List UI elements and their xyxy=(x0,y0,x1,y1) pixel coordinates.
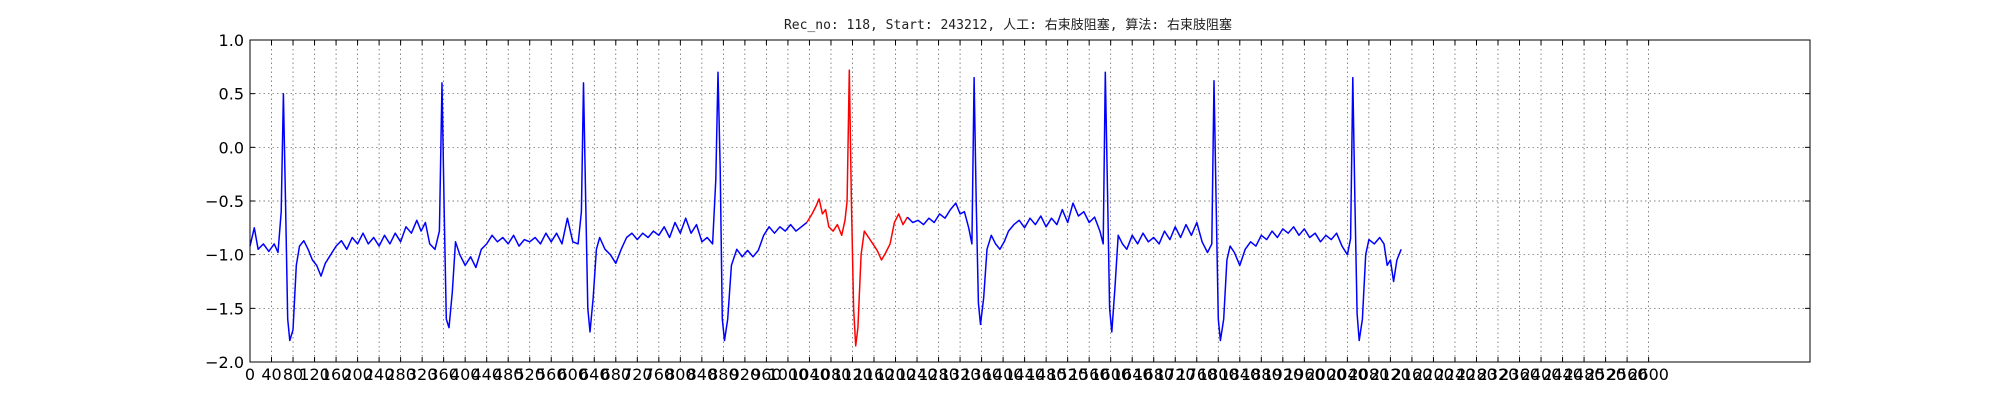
x-tick-label: 2440 xyxy=(1542,365,1583,384)
x-tick-label: 1360 xyxy=(961,365,1002,384)
x-tick-label: 1240 xyxy=(897,365,938,384)
x-tick-label: 360 xyxy=(428,365,459,384)
ecg-trace-segment-1 xyxy=(249,71,808,342)
x-tick-label: 2040 xyxy=(1327,365,1368,384)
x-tick-label: 120 xyxy=(299,365,330,384)
x-tick-label: 1680 xyxy=(1133,365,1174,384)
x-tick-label: 1440 xyxy=(1004,365,1045,384)
chart-title: Rec_no: 118, Start: 243212, 人工: 右束肢阻塞, 算… xyxy=(784,17,1232,33)
x-tick-label: 2520 xyxy=(1585,365,1626,384)
x-tick-label: 2560 xyxy=(1607,365,1648,384)
x-tick-label: 960 xyxy=(751,365,782,384)
x-tick-label: 800 xyxy=(665,365,696,384)
x-tick-label: 1840 xyxy=(1219,365,1260,384)
x-tick-label: 1720 xyxy=(1155,365,1196,384)
ecg-trace-segment-3 xyxy=(906,71,1402,342)
x-tick-label: 440 xyxy=(471,365,502,384)
x-tick-label: 600 xyxy=(557,365,588,384)
y-axis: 1.0 0.5 0.0 −0.5 −1.0 −1.5 −2.0 xyxy=(205,31,1810,372)
x-tick-label: 840 xyxy=(687,365,718,384)
x-tick-label: 2200 xyxy=(1413,365,1454,384)
x-tick-label: 2320 xyxy=(1478,365,1519,384)
y-tick-label: 0.0 xyxy=(219,138,244,157)
x-tick-label: 1480 xyxy=(1026,365,1067,384)
x-tick-label: 2360 xyxy=(1499,365,1540,384)
x-tick-label: 1000 xyxy=(768,365,809,384)
x-tick-label: 40 xyxy=(261,365,281,384)
x-tick-label: 320 xyxy=(407,365,438,384)
x-tick-label: 2400 xyxy=(1521,365,1562,384)
y-tick-label: −0.5 xyxy=(205,192,244,211)
x-tick-label: 0 xyxy=(245,365,255,384)
x-tick-label: 520 xyxy=(514,365,545,384)
x-tick-label: 2000 xyxy=(1306,365,1347,384)
x-tick-label: 80 xyxy=(283,365,303,384)
x-tick-label: 1040 xyxy=(789,365,830,384)
x-tick-label: 1760 xyxy=(1176,365,1217,384)
series-layer xyxy=(249,69,1402,347)
x-tick-label: 1280 xyxy=(918,365,959,384)
x-tick-label: 2160 xyxy=(1392,365,1433,384)
x-tick-label: 240 xyxy=(364,365,395,384)
x-tick-label: 1120 xyxy=(832,365,873,384)
x-tick-label: 200 xyxy=(342,365,373,384)
x-tick-label: 1560 xyxy=(1069,365,1110,384)
x-tick-label: 1920 xyxy=(1262,365,1303,384)
x-tick-label: 640 xyxy=(579,365,610,384)
y-tick-label: 0.5 xyxy=(219,85,244,104)
y-tick-label: −2.0 xyxy=(205,353,244,372)
x-tick-label: 2600 xyxy=(1628,365,1669,384)
x-tick-label: 2120 xyxy=(1370,365,1411,384)
x-tick-label: 480 xyxy=(493,365,524,384)
x-tick-label: 2240 xyxy=(1435,365,1476,384)
y-tick-label: −1.5 xyxy=(205,299,244,318)
x-tick-label: 400 xyxy=(450,365,481,384)
x-tick-label: 760 xyxy=(644,365,675,384)
x-tick-label: 160 xyxy=(321,365,352,384)
y-tick-label: 1.0 xyxy=(219,31,244,50)
x-tick-label: 1960 xyxy=(1284,365,1325,384)
x-tick-label: 680 xyxy=(601,365,632,384)
x-tick-label: 1200 xyxy=(875,365,916,384)
x-tick-label: 1320 xyxy=(940,365,981,384)
x-tick-label: 2480 xyxy=(1564,365,1605,384)
x-tick-label: 1600 xyxy=(1090,365,1131,384)
x-axis: 0 40 8012016020024028032036040044048052056… xyxy=(245,40,1669,384)
x-tick-label: 880 xyxy=(708,365,739,384)
x-tick-label: 1520 xyxy=(1047,365,1088,384)
x-tick-label: 1880 xyxy=(1241,365,1282,384)
x-tick-label: 560 xyxy=(536,365,567,384)
y-tick-label: −1.0 xyxy=(205,246,244,265)
x-tick-label: 920 xyxy=(730,365,761,384)
ecg-trace-segment-2 xyxy=(806,69,909,347)
x-tick-label: 2280 xyxy=(1456,365,1497,384)
x-tick-label: 1160 xyxy=(854,365,895,384)
grid-lines xyxy=(249,39,1810,363)
x-tick-label: 1800 xyxy=(1198,365,1239,384)
x-tick-label: 2080 xyxy=(1349,365,1390,384)
x-tick-label: 720 xyxy=(622,365,653,384)
x-tick-label: 1400 xyxy=(983,365,1024,384)
x-tick-label: 280 xyxy=(385,365,416,384)
x-tick-label: 1080 xyxy=(811,365,852,384)
x-tick-label: 1640 xyxy=(1112,365,1153,384)
